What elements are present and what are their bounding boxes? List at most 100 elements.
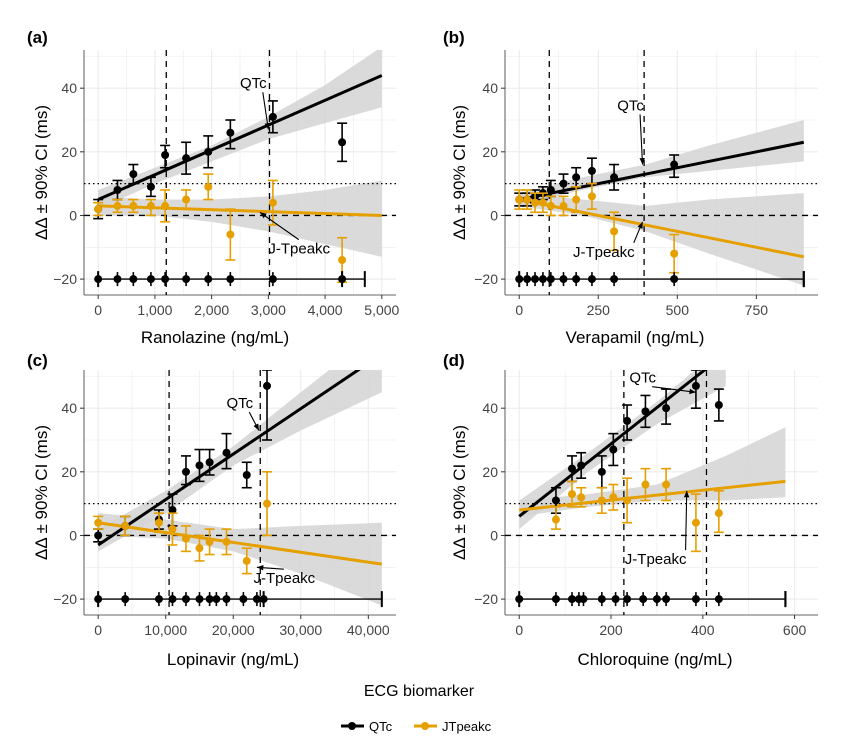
y-tick-label: 40: [482, 80, 498, 96]
data-point-jtpeakc: [572, 195, 581, 204]
data-point-jtpeakc: [129, 201, 138, 210]
data-point-qtc: [610, 173, 619, 182]
plot-content: [84, 370, 396, 615]
annotation-arrowhead: [683, 490, 690, 498]
rug-point: [611, 595, 620, 604]
rug-point: [662, 595, 671, 604]
x-axis-title: Verapamil (ng/mL): [566, 328, 705, 347]
x-tick-label: 20,000: [212, 622, 255, 638]
plot-content: [84, 50, 396, 295]
annotation-arrowhead: [637, 221, 643, 229]
data-point-qtc: [568, 464, 577, 473]
data-point-jtpeakc: [94, 518, 103, 527]
x-tick-label: 3,000: [251, 302, 286, 318]
plot-content: [505, 370, 818, 615]
rug-point: [515, 595, 524, 604]
data-point-jtpeakc: [204, 182, 213, 191]
rug-point: [572, 275, 581, 284]
panel-1: QTc J-Tpeakc −20 0 20 40 0 250 500 750 Verapamil (…: [443, 28, 818, 347]
rug-point: [515, 275, 524, 284]
fit-line-jtpeakc: [518, 198, 805, 259]
panel-0: QTc J-Tpeakc −20 0 20 40 0 1,000 2,000 3,000 4,000…: [27, 28, 400, 347]
data-point-jtpeakc: [559, 201, 568, 210]
ci-band-qtc: [519, 370, 726, 530]
y-tick-label: 40: [482, 400, 498, 416]
rug-point: [546, 275, 555, 284]
data-point-qtc: [113, 186, 122, 194]
rug-point: [338, 275, 347, 284]
data-point-qtc: [181, 467, 190, 476]
x-tick-label: 2,000: [194, 302, 229, 318]
data-point-jtpeakc: [222, 537, 231, 546]
rug-point: [268, 275, 277, 284]
data-point-jtpeakc: [338, 256, 347, 264]
data-point-qtc: [609, 445, 618, 454]
data-point-qtc: [222, 448, 231, 457]
rug-point: [226, 275, 235, 284]
data-point-qtc: [597, 467, 606, 476]
data-point-jtpeakc: [597, 496, 606, 505]
data-point-qtc: [182, 154, 191, 163]
fit-line-qtc: [518, 370, 707, 518]
data-point-jtpeakc: [205, 537, 214, 546]
rug-point: [523, 275, 532, 284]
rug-point: [182, 275, 191, 284]
legend-label-jtpeakc: JTpeakc: [442, 719, 492, 734]
data-point-qtc: [670, 160, 679, 169]
plot-content: [505, 50, 818, 295]
data-point-qtc: [195, 461, 204, 470]
x-axis-title: Lopinavir (ng/mL): [167, 650, 299, 669]
data-point-qtc: [623, 416, 632, 425]
data-point-qtc: [572, 173, 581, 182]
rug-point: [168, 595, 177, 604]
x-tick-label: 30,000: [279, 622, 322, 638]
rug-point: [568, 595, 577, 604]
data-point-jtpeakc: [182, 195, 191, 204]
rug-point: [94, 275, 103, 284]
rug-point: [597, 595, 606, 604]
annotation-pointer: [685, 490, 688, 551]
y-tick-label: 0: [490, 207, 498, 223]
rug-point: [714, 595, 723, 604]
data-point-qtc: [161, 151, 170, 159]
annotation-arrowhead: [689, 388, 696, 395]
data-point-jtpeakc: [263, 499, 272, 508]
fit-line-jtpeakc: [98, 204, 382, 217]
rug-point: [113, 275, 122, 284]
legend-label-qtc: QTc: [369, 719, 393, 734]
legend-key-jtpeakc-point: [421, 722, 429, 730]
annotation-arrowhead: [253, 423, 259, 431]
data-point-jtpeakc: [161, 201, 170, 210]
x-tick-label: 0: [94, 302, 102, 318]
rug-point: [559, 275, 568, 284]
rug-point: [587, 275, 596, 284]
y-tick-label: 20: [482, 464, 498, 480]
annotation-label: J-Tpeakc: [268, 241, 330, 258]
rug-point: [652, 595, 661, 604]
data-point-jtpeakc: [714, 509, 723, 518]
annotation-label: J-Tpeakc: [573, 244, 635, 261]
fit-line-qtc: [518, 140, 805, 202]
rug-point: [252, 595, 261, 604]
data-point-jtpeakc: [168, 525, 177, 534]
y-tick-label: 0: [69, 207, 77, 223]
rug-point: [204, 275, 213, 284]
panel-letter: (c): [27, 351, 48, 370]
fit-line-jtpeakc: [97, 521, 383, 566]
data-point-qtc: [641, 407, 650, 416]
annotation-label: J-Tpeakc: [254, 570, 316, 587]
rug-point: [538, 275, 547, 284]
data-point-qtc: [168, 506, 177, 514]
annotation-arrowhead: [639, 157, 645, 165]
y-tick-label: −20: [474, 271, 498, 287]
data-point-jtpeakc: [531, 198, 540, 207]
annotation-arrowhead: [264, 122, 271, 130]
rug-point: [205, 595, 214, 604]
rug-point: [129, 275, 138, 284]
annotation-pointer: [652, 386, 696, 393]
data-point-jtpeakc: [691, 518, 700, 527]
data-point-jtpeakc: [268, 198, 277, 207]
y-axis-title: ΔΔ ± 90% CI (ms): [32, 105, 51, 240]
rug-point: [181, 595, 190, 604]
x-tick-label: 0: [515, 622, 523, 638]
